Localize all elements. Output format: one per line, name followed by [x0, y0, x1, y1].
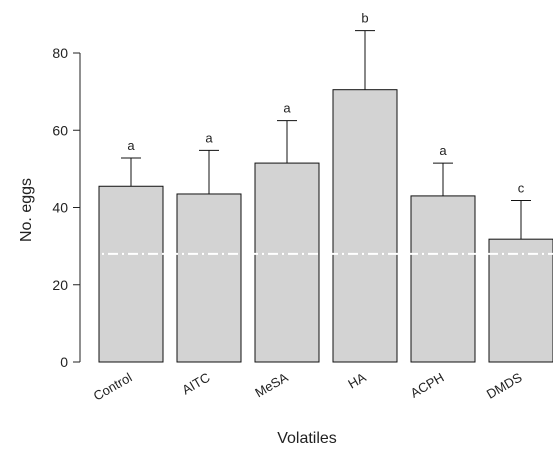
bar-aitc [176, 193, 242, 363]
y-tick-label-40: 40 [52, 200, 68, 216]
x-tick-label-aitc: AITC [179, 370, 212, 398]
x-tick-label-control: Control [91, 370, 135, 404]
bar-acph [410, 195, 476, 363]
y-axis: 0 20 40 60 80 [52, 45, 81, 370]
y-tick-label-0: 0 [60, 354, 68, 370]
x-tick-label-dmds: DMDS [484, 369, 525, 401]
significance-label-acph: a [439, 143, 447, 158]
x-tick-label-acph: ACPH [408, 370, 447, 401]
x-axis-title: Volatiles [277, 430, 337, 447]
significance-label-ha: b [361, 11, 368, 26]
significance-label-dmds: c [518, 181, 525, 196]
x-tick-labels: Control AITC MeSA HA ACPH DMDS [91, 369, 525, 403]
bar-mesa [254, 162, 320, 363]
bar-control [98, 185, 164, 363]
y-axis-title: No. eggs [18, 178, 35, 242]
significance-label-mesa: a [283, 101, 291, 116]
bars-group: a a a b a c [98, 11, 553, 363]
x-tick-label-mesa: MeSA [252, 369, 290, 400]
y-tick-label-60: 60 [52, 122, 68, 138]
bar-ha [332, 89, 398, 363]
bar-dmds [488, 238, 553, 363]
y-tick-label-80: 80 [52, 45, 68, 61]
significance-label-control: a [127, 138, 135, 153]
x-tick-label-ha: HA [345, 369, 368, 391]
y-tick-label-20: 20 [52, 277, 68, 293]
significance-label-aitc: a [205, 130, 213, 145]
